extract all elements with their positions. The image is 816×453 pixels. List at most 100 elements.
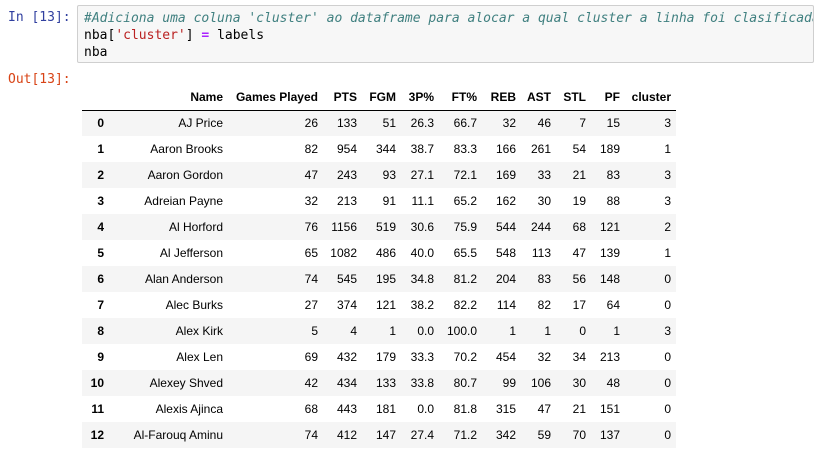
column-header: FGM (362, 84, 401, 111)
table-cell: 5 (228, 318, 323, 344)
table-cell: Alex Kirk (112, 318, 228, 344)
code-cell[interactable]: #Adiciona uma coluna 'cluster' ao datafr… (77, 5, 814, 63)
table-cell: Alexey Shved (112, 370, 228, 396)
table-row: 4 Al Horford 76 1156 519 30.6 75.9 544 244 68 121 2 (82, 214, 676, 240)
row-index: 3 (97, 194, 104, 208)
header-row: Name Games Played PTS FGM 3P% FT% REB AST STL PF c… (82, 84, 676, 111)
table-cell: 1082 (330, 246, 357, 260)
column-header: AST (521, 84, 556, 111)
table-cell: 179 (375, 350, 396, 364)
table-cell: 32 (537, 350, 551, 364)
table-cell: 27.4 (401, 422, 439, 448)
table-cell: 71.2 (439, 422, 482, 448)
table-cell: 1156 (323, 214, 362, 240)
table-cell: 82 (304, 142, 318, 156)
table-cell: Adreian Payne (144, 194, 223, 208)
table-cell: 48 (591, 370, 625, 396)
table-cell: 54 (572, 142, 586, 156)
table-cell: 166 (495, 142, 516, 156)
table-cell: 2 (625, 214, 676, 240)
table-cell: 1 (664, 142, 671, 156)
table-cell: 65.2 (453, 194, 477, 208)
output-prompt: Out[13]: (8, 72, 71, 87)
column-header: FT% (439, 84, 482, 111)
table-cell: 4 (323, 318, 362, 344)
table-cell: 26.3 (401, 110, 439, 136)
row-index: 4 (82, 214, 112, 240)
table-cell: 81.2 (439, 266, 482, 292)
table-cell: 544 (482, 214, 521, 240)
table-cell: 47 (572, 246, 586, 260)
table-cell: 0 (664, 402, 671, 416)
code-token: ] (185, 28, 202, 43)
table-cell: 51 (362, 110, 401, 136)
table-cell: 147 (362, 422, 401, 448)
table-row: 3 Adreian Payne 32 213 91 11.1 65.2 162 30 19 88 3 (82, 188, 676, 214)
table-cell: 443 (336, 402, 357, 416)
table-cell: 81.8 (453, 402, 477, 416)
table-cell: 88 (606, 194, 620, 208)
table-cell: 32 (304, 194, 318, 208)
row-index: 2 (82, 162, 112, 188)
table-cell: 72.1 (439, 162, 482, 188)
table-cell: 15 (591, 110, 625, 136)
table-cell: 99 (482, 370, 521, 396)
table-row: 0 AJ Price 26 133 51 26.3 66.7 32 46 7 15 3 (82, 110, 676, 136)
column-header: cluster (625, 84, 676, 111)
table-cell: 1 (591, 318, 625, 344)
table-cell: 76 (228, 214, 323, 240)
row-index: 8 (82, 318, 112, 344)
table-cell: 3 (625, 162, 676, 188)
table-cell: 213 (336, 194, 357, 208)
table-cell: 68 (556, 214, 591, 240)
table-cell: 17 (572, 298, 586, 312)
table-cell: 34 (572, 350, 586, 364)
input-prompt: In [13]: (8, 10, 71, 25)
table-cell: 82.2 (453, 298, 477, 312)
code-operator: = (201, 28, 210, 43)
code-token: nba[ (84, 28, 116, 43)
table-cell: 80.7 (439, 370, 482, 396)
table-row: 10 Alexey Shved 42 434 133 33.8 80.7 99 106 30 48 0 (82, 370, 676, 396)
table-cell: 151 (599, 402, 620, 416)
table-cell: 261 (530, 142, 551, 156)
table-cell: 83.3 (453, 142, 477, 156)
table-cell: 162 (495, 194, 516, 208)
row-index: 5 (97, 246, 104, 260)
table-row: 2 Aaron Gordon 47 243 93 27.1 72.1 169 33 21 83 3 (82, 162, 676, 188)
table-cell: 1 (362, 318, 401, 344)
table-row: 1 Aaron Brooks 82 954 344 38.7 83.3 166 261 54 189… (82, 136, 676, 162)
column-header: Name (112, 84, 228, 111)
table-cell: 114 (496, 298, 516, 312)
table-cell: 42 (228, 370, 323, 396)
dataframe-table: Name Games Played PTS FGM 3P% FT% REB AST STL PF c… (82, 84, 676, 448)
table-cell: Al Horford (112, 214, 228, 240)
code-comment: #Adiciona uma coluna 'cluster' ao datafr… (84, 11, 814, 26)
code-string: 'cluster' (115, 28, 186, 43)
table-cell: 38.7 (410, 142, 434, 156)
row-index: 7 (97, 298, 104, 312)
table-cell: 34.8 (401, 266, 439, 292)
table-cell: 33 (521, 162, 556, 188)
code-token: labels (209, 28, 265, 43)
table-cell: Aaron Gordon (112, 162, 228, 188)
table-cell: 91 (382, 194, 396, 208)
table-cell: 432 (336, 350, 357, 364)
row-index: 10 (82, 370, 112, 396)
table-cell: 59 (521, 422, 556, 448)
table-cell: 454 (495, 350, 516, 364)
table-cell: 65.5 (453, 246, 477, 260)
table-cell: 374 (336, 298, 357, 312)
table-cell: 545 (323, 266, 362, 292)
column-header (82, 84, 112, 111)
table-cell: 74 (228, 266, 323, 292)
table-row: 6 Alan Anderson 74 545 195 34.8 81.2 204 83 56 148… (82, 266, 676, 292)
table-cell: 133 (323, 110, 362, 136)
table-cell: 169 (482, 162, 521, 188)
table-cell: 243 (323, 162, 362, 188)
table-cell: 74 (228, 422, 323, 448)
table-cell: 21 (572, 402, 586, 416)
table-cell: 0 (556, 318, 591, 344)
table-cell: 181 (375, 402, 396, 416)
